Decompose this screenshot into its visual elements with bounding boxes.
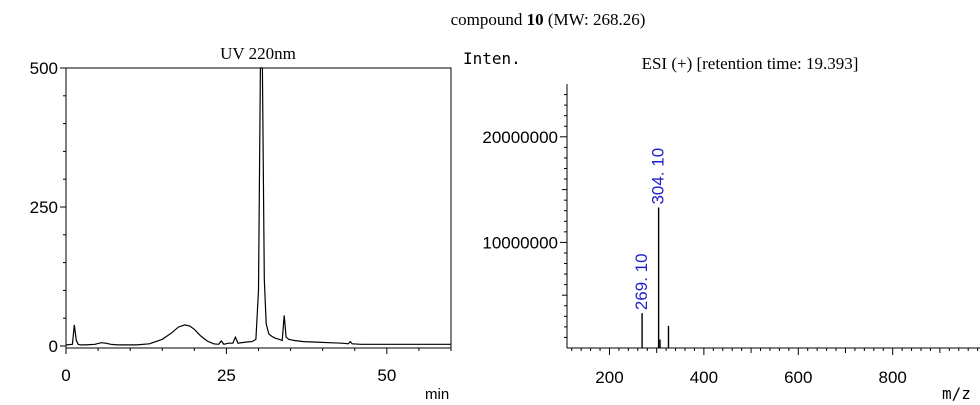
uv-y-tick-label: 500 bbox=[30, 59, 58, 78]
uv-x-tick-label: 25 bbox=[217, 366, 236, 385]
uv-x-tick-label: 0 bbox=[61, 366, 70, 385]
ms-spectrum: ESI (+) [retention time: 19.393] Inten. … bbox=[463, 49, 980, 403]
uv-x-axis-label: min bbox=[425, 386, 449, 403]
uv-chart-title: UV 220nm bbox=[220, 44, 296, 63]
ms-peaks: 269. 10 304. 10 bbox=[632, 148, 670, 348]
ms-y-tick-label: 10000000 bbox=[482, 233, 558, 252]
figure-title-prefix: compound bbox=[451, 10, 527, 29]
ms-y-axis-label: Inten. bbox=[463, 49, 521, 68]
uv-y-tick-label: 0 bbox=[49, 337, 58, 356]
figure-title-suffix: (MW: 268.26) bbox=[544, 10, 646, 29]
figure-title-bold: 10 bbox=[527, 10, 544, 29]
ms-y-tick-label: 20000000 bbox=[482, 128, 558, 147]
uv-plot-frame bbox=[65, 67, 452, 349]
ms-x-tick-label: 600 bbox=[784, 368, 812, 387]
uv-trace-line bbox=[65, 67, 451, 346]
ms-peak-label: 304. 10 bbox=[649, 148, 668, 205]
ms-x-tick-label: 200 bbox=[595, 368, 623, 387]
ms-x-tick-label: 400 bbox=[690, 368, 718, 387]
ms-x-tick-label: 800 bbox=[878, 368, 906, 387]
ms-peak-label: 269. 10 bbox=[632, 253, 651, 310]
ms-axes: 200 400 600 800 10000000 20000000 bbox=[482, 94, 979, 387]
figure-title: compound 10 (MW: 268.26) bbox=[451, 10, 646, 29]
uv-y-tick-label: 250 bbox=[30, 198, 58, 217]
uv-x-tick-label: 50 bbox=[377, 366, 396, 385]
ms-x-axis-label: m/z bbox=[942, 384, 971, 403]
ms-chart-title: ESI (+) [retention time: 19.393] bbox=[642, 54, 859, 73]
